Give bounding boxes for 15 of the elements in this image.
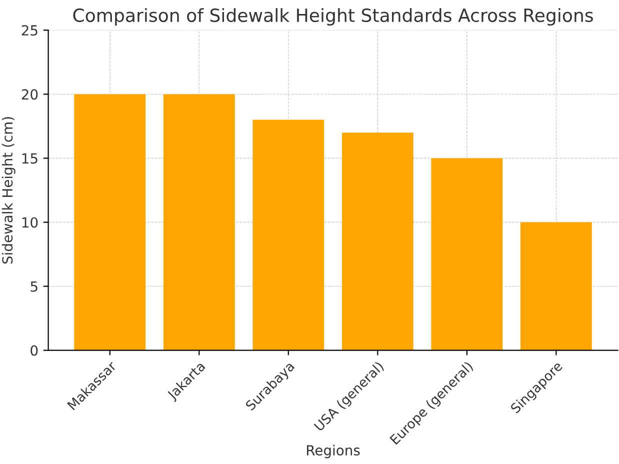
y-tick-label: 20	[22, 89, 38, 100]
y-tick-label: 5	[30, 281, 38, 292]
y-tick-label: 10	[22, 217, 38, 228]
bar	[431, 158, 503, 350]
bar	[163, 94, 235, 350]
bar	[74, 94, 146, 350]
bar	[520, 222, 592, 350]
y-axis-title: Sidewalk Height (cm)	[2, 117, 16, 264]
bar	[252, 120, 324, 350]
x-axis-title: Regions	[306, 444, 360, 458]
bar	[342, 132, 414, 350]
y-tick-label: 15	[22, 153, 38, 164]
y-tick-label: 0	[30, 345, 38, 356]
chart-title: Comparison of Sidewalk Height Standards Across Regions	[73, 8, 593, 26]
y-tick-label: 25	[22, 25, 38, 36]
